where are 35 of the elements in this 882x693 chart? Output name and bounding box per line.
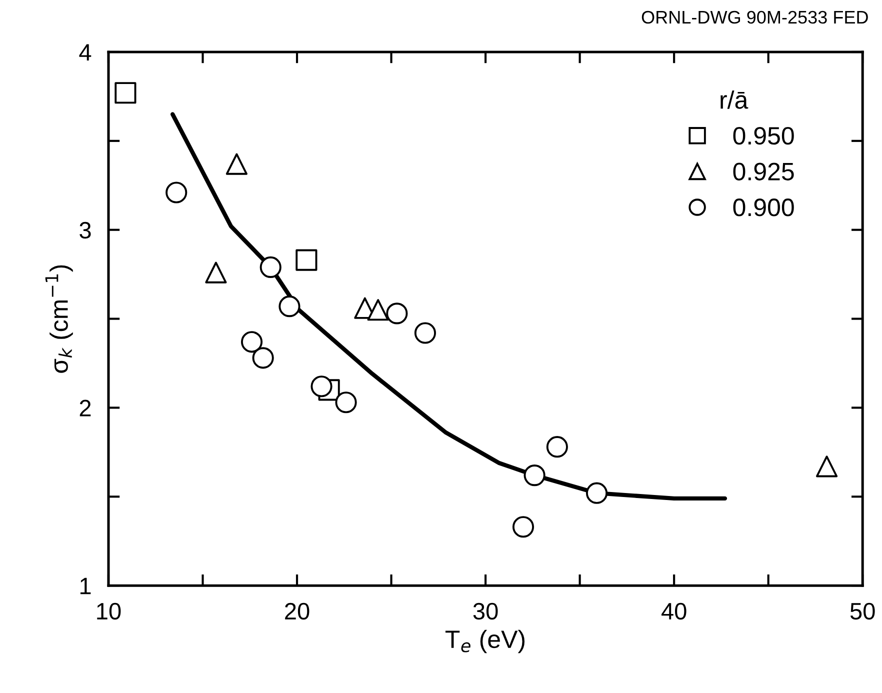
- point: [386, 302, 408, 324]
- legend-label: 0.925: [733, 162, 794, 180]
- y-tick-label: 1: [80, 578, 91, 594]
- x-tick-label: 40: [661, 602, 686, 620]
- legend-label: 0.900: [733, 198, 794, 216]
- y-tick-label: 2: [80, 400, 91, 416]
- point: [367, 299, 389, 321]
- point: [546, 436, 568, 458]
- point: [310, 376, 332, 398]
- y-axis-title: σ$_{k}$ (cm$^{−1}$): [45, 265, 73, 373]
- point: [205, 262, 227, 284]
- x-tick-label: 30: [473, 602, 498, 620]
- point: [335, 392, 357, 414]
- point: [226, 153, 248, 175]
- point: [296, 249, 318, 271]
- point: [166, 182, 188, 204]
- point: [240, 331, 263, 353]
- point: [114, 82, 136, 104]
- x-tick-label: 20: [285, 602, 310, 620]
- point: [278, 296, 300, 318]
- point: [252, 347, 274, 369]
- text: ORNL-DWG 90M-2533 FED: [642, 10, 868, 24]
- legend-label: 0.950: [733, 126, 794, 145]
- point: [414, 322, 436, 344]
- point: [524, 464, 546, 486]
- legend-title: r/ā: [720, 90, 748, 109]
- y-tick-label: 3: [80, 222, 91, 239]
- x-tick-label: 50: [850, 602, 875, 620]
- point: [512, 516, 534, 538]
- point: [816, 456, 838, 478]
- point: [586, 482, 608, 504]
- point: [260, 256, 282, 278]
- x-axis-title: T$_{e}$ (eV): [445, 630, 524, 654]
- y-tick-label: 4: [79, 44, 92, 61]
- x-tick-label: 10: [97, 602, 121, 620]
